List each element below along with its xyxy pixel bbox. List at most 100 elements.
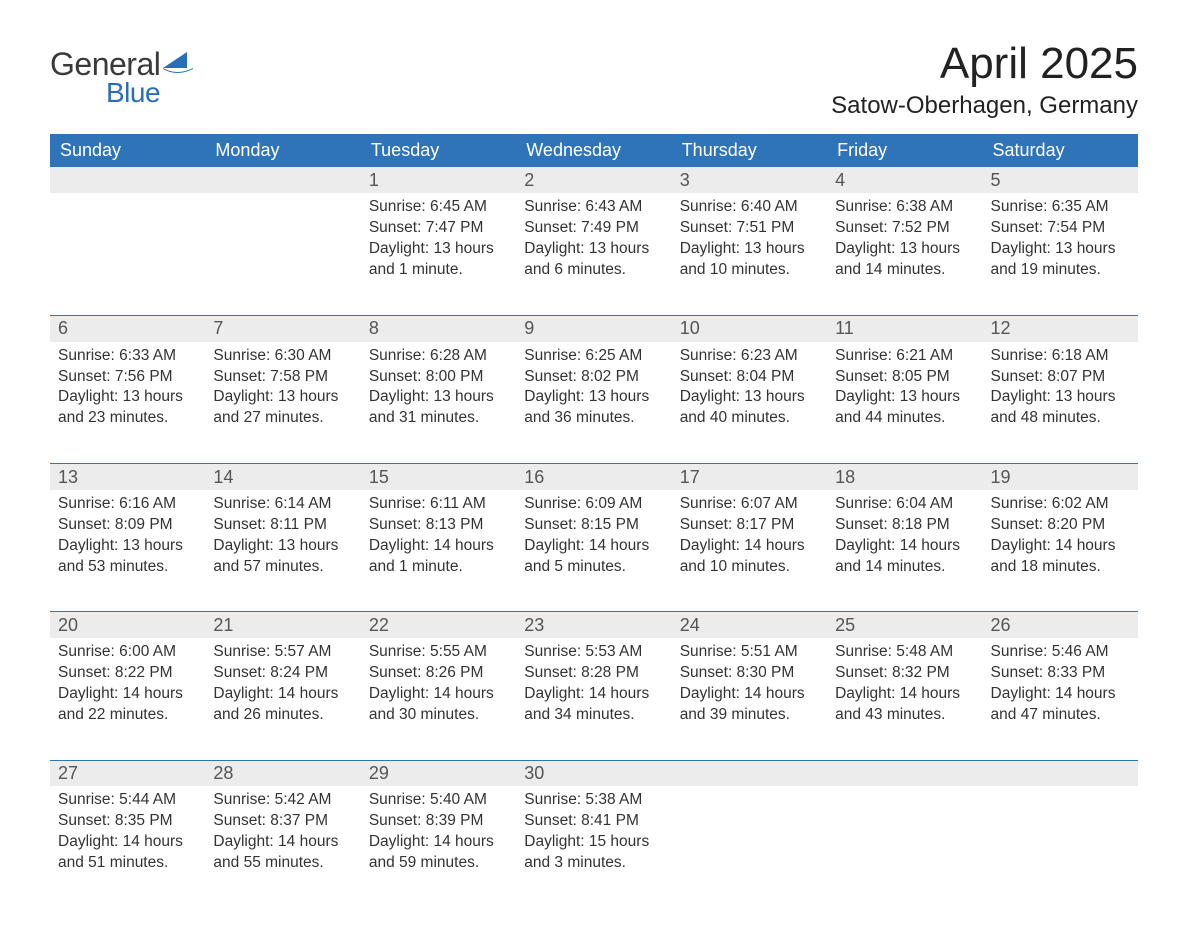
sunset-text: Sunset: 7:54 PM <box>991 218 1130 239</box>
sunrise-text: Sunrise: 6:45 AM <box>369 197 508 218</box>
logo-word-2: Blue <box>50 80 160 105</box>
sunset-text: Sunset: 8:30 PM <box>680 663 819 684</box>
day2-text: and 51 minutes. <box>58 853 197 874</box>
day-number-cell: 13 <box>50 464 205 490</box>
sunset-text: Sunset: 8:41 PM <box>524 811 663 832</box>
day1-text: Daylight: 14 hours <box>58 832 197 853</box>
sunrise-text: Sunrise: 6:40 AM <box>680 197 819 218</box>
logo: General Blue <box>50 40 197 105</box>
day2-text: and 57 minutes. <box>213 557 352 578</box>
sunrise-text: Sunrise: 6:02 AM <box>991 494 1130 515</box>
day2-text: and 5 minutes. <box>524 557 663 578</box>
header: General Blue April 2025 Satow-Oberhagen,… <box>50 40 1138 120</box>
day1-text: Daylight: 14 hours <box>369 832 508 853</box>
day-number-cell: 20 <box>50 612 205 638</box>
sunrise-text: Sunrise: 5:46 AM <box>991 642 1130 663</box>
sunset-text: Sunset: 8:11 PM <box>213 515 352 536</box>
day-number-cell: 4 <box>827 167 982 193</box>
sunrise-text: Sunrise: 6:14 AM <box>213 494 352 515</box>
day2-text: and 47 minutes. <box>991 705 1130 726</box>
day-number-cell <box>205 167 360 193</box>
sunrise-text: Sunrise: 6:09 AM <box>524 494 663 515</box>
sunrise-text: Sunrise: 5:53 AM <box>524 642 663 663</box>
day-content-cell: Sunrise: 6:45 AMSunset: 7:47 PMDaylight:… <box>361 193 516 315</box>
day-number-cell <box>50 167 205 193</box>
day-content-cell: Sunrise: 6:07 AMSunset: 8:17 PMDaylight:… <box>672 490 827 612</box>
day-content-cell: Sunrise: 5:51 AMSunset: 8:30 PMDaylight:… <box>672 638 827 760</box>
sunrise-text: Sunrise: 5:57 AM <box>213 642 352 663</box>
day-content-cell <box>672 786 827 908</box>
day-number-cell <box>672 760 827 786</box>
day2-text: and 10 minutes. <box>680 557 819 578</box>
day-number-cell: 2 <box>516 167 671 193</box>
day-number-row: 6789101112 <box>50 316 1138 342</box>
sunrise-text: Sunrise: 6:16 AM <box>58 494 197 515</box>
day-number-cell: 23 <box>516 612 671 638</box>
day2-text: and 1 minute. <box>369 260 508 281</box>
day1-text: Daylight: 14 hours <box>58 684 197 705</box>
day-content-cell: Sunrise: 5:48 AMSunset: 8:32 PMDaylight:… <box>827 638 982 760</box>
day-number-cell: 15 <box>361 464 516 490</box>
day1-text: Daylight: 14 hours <box>680 684 819 705</box>
sunset-text: Sunset: 8:04 PM <box>680 367 819 388</box>
day1-text: Daylight: 14 hours <box>680 536 819 557</box>
day-number-cell: 11 <box>827 316 982 342</box>
day1-text: Daylight: 13 hours <box>835 387 974 408</box>
sunrise-text: Sunrise: 6:21 AM <box>835 346 974 367</box>
day-content-cell: Sunrise: 6:02 AMSunset: 8:20 PMDaylight:… <box>983 490 1138 612</box>
day2-text: and 34 minutes. <box>524 705 663 726</box>
title-block: April 2025 Satow-Oberhagen, Germany <box>831 40 1138 120</box>
day-number-cell: 25 <box>827 612 982 638</box>
sunset-text: Sunset: 7:51 PM <box>680 218 819 239</box>
sunrise-text: Sunrise: 5:48 AM <box>835 642 974 663</box>
day-number-cell: 12 <box>983 316 1138 342</box>
sunrise-text: Sunrise: 5:40 AM <box>369 790 508 811</box>
day-number-cell: 5 <box>983 167 1138 193</box>
day2-text: and 39 minutes. <box>680 705 819 726</box>
sunrise-text: Sunrise: 6:33 AM <box>58 346 197 367</box>
day2-text: and 22 minutes. <box>58 705 197 726</box>
day-content-cell: Sunrise: 6:35 AMSunset: 7:54 PMDaylight:… <box>983 193 1138 315</box>
sunrise-text: Sunrise: 6:23 AM <box>680 346 819 367</box>
sunrise-text: Sunrise: 6:28 AM <box>369 346 508 367</box>
day-number-cell: 14 <box>205 464 360 490</box>
day1-text: Daylight: 13 hours <box>369 239 508 260</box>
sunset-text: Sunset: 8:39 PM <box>369 811 508 832</box>
sunset-text: Sunset: 8:33 PM <box>991 663 1130 684</box>
day2-text: and 40 minutes. <box>680 408 819 429</box>
day-content-cell: Sunrise: 6:00 AMSunset: 8:22 PMDaylight:… <box>50 638 205 760</box>
month-title: April 2025 <box>831 40 1138 88</box>
day2-text: and 10 minutes. <box>680 260 819 281</box>
day-content-cell: Sunrise: 5:44 AMSunset: 8:35 PMDaylight:… <box>50 786 205 908</box>
day-number-cell: 26 <box>983 612 1138 638</box>
day-number-row: 13141516171819 <box>50 464 1138 490</box>
day-content-row: Sunrise: 6:33 AMSunset: 7:56 PMDaylight:… <box>50 342 1138 464</box>
day-header: Friday <box>827 134 982 167</box>
sunrise-text: Sunrise: 6:25 AM <box>524 346 663 367</box>
day2-text: and 1 minute. <box>369 557 508 578</box>
day-number-cell: 24 <box>672 612 827 638</box>
day1-text: Daylight: 14 hours <box>835 684 974 705</box>
sunset-text: Sunset: 8:18 PM <box>835 515 974 536</box>
day-number-cell: 28 <box>205 760 360 786</box>
day-number-cell: 10 <box>672 316 827 342</box>
sunset-text: Sunset: 8:32 PM <box>835 663 974 684</box>
sunrise-text: Sunrise: 6:38 AM <box>835 197 974 218</box>
day2-text: and 44 minutes. <box>835 408 974 429</box>
day2-text: and 53 minutes. <box>58 557 197 578</box>
day1-text: Daylight: 14 hours <box>991 684 1130 705</box>
day-number-cell: 21 <box>205 612 360 638</box>
day2-text: and 55 minutes. <box>213 853 352 874</box>
day1-text: Daylight: 13 hours <box>58 387 197 408</box>
sunrise-text: Sunrise: 6:43 AM <box>524 197 663 218</box>
day-content-cell: Sunrise: 6:40 AMSunset: 7:51 PMDaylight:… <box>672 193 827 315</box>
day2-text: and 23 minutes. <box>58 408 197 429</box>
day-content-cell: Sunrise: 6:30 AMSunset: 7:58 PMDaylight:… <box>205 342 360 464</box>
sunrise-text: Sunrise: 6:30 AM <box>213 346 352 367</box>
day-number-cell: 6 <box>50 316 205 342</box>
day1-text: Daylight: 13 hours <box>58 536 197 557</box>
day1-text: Daylight: 13 hours <box>369 387 508 408</box>
day1-text: Daylight: 13 hours <box>991 239 1130 260</box>
day2-text: and 31 minutes. <box>369 408 508 429</box>
day-content-cell: Sunrise: 6:18 AMSunset: 8:07 PMDaylight:… <box>983 342 1138 464</box>
